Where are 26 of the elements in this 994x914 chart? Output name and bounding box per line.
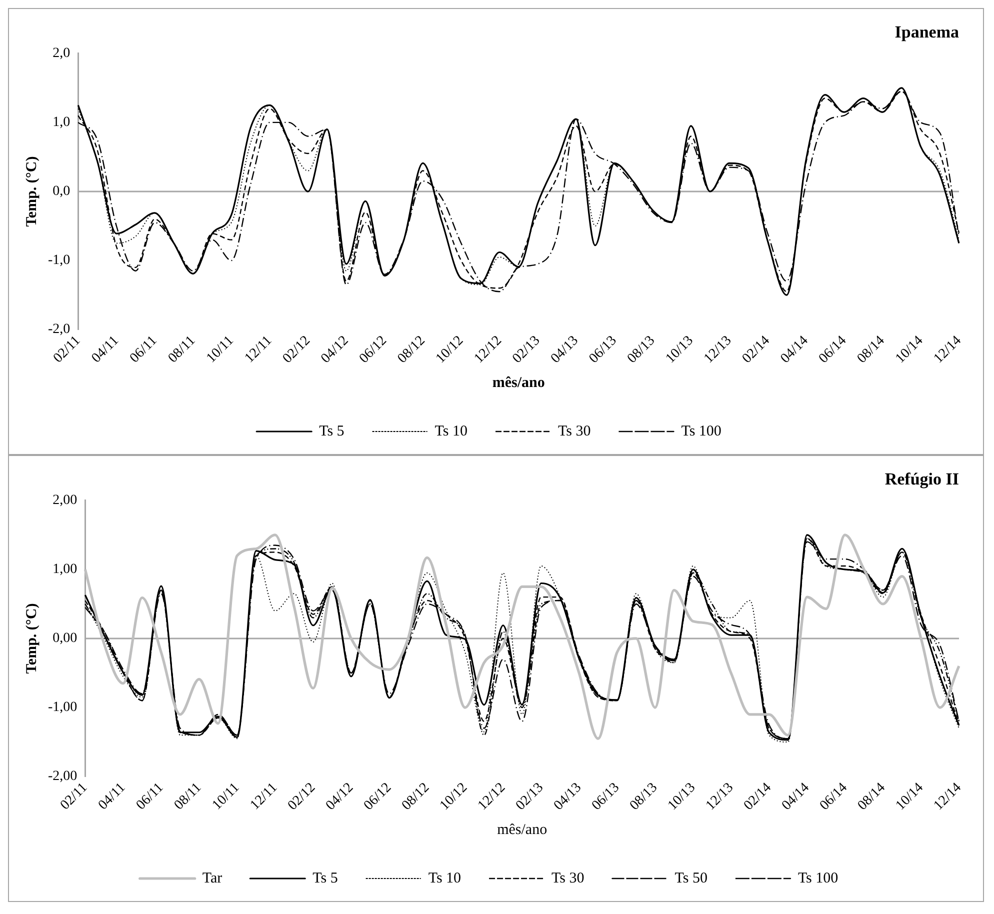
y-tick-label: 1,0 xyxy=(52,115,70,130)
y-tick-label: 2,00 xyxy=(52,493,78,508)
y-axis-title: Temp. (°C) xyxy=(24,603,40,674)
y-tick-label: -2,00 xyxy=(48,769,78,784)
legend-label: Ts 50 xyxy=(674,870,708,886)
legend-label: Ts 5 xyxy=(312,870,338,886)
y-tick-label: 2,0 xyxy=(52,46,70,62)
y-tick-label: -1,0 xyxy=(48,253,70,268)
legend-label: Ts 100 xyxy=(798,870,838,886)
y-tick-label: 0,00 xyxy=(52,631,78,646)
x-axis-title: mês/ano xyxy=(497,822,548,838)
legend-label: Ts 100 xyxy=(681,423,722,440)
legend-label: Ts 10 xyxy=(434,423,468,440)
y-tick-label: -2,0 xyxy=(48,322,70,338)
y-tick-label: -1,00 xyxy=(48,700,78,716)
chart-title: Ipanema xyxy=(894,22,960,42)
y-tick-label: 1,00 xyxy=(52,562,78,578)
legend-label: Ts 5 xyxy=(319,423,344,440)
legend-label: Ts 30 xyxy=(558,423,591,440)
chart-title: Refúgio II xyxy=(884,470,960,489)
x-axis-title: mês/ano xyxy=(492,374,545,391)
legend-label: Ts 10 xyxy=(428,870,462,886)
y-axis-title: Temp. (°C) xyxy=(24,156,40,227)
legend-label: Tar xyxy=(202,870,222,886)
y-tick-label: 0,0 xyxy=(52,184,70,200)
legend-label: Ts 30 xyxy=(552,870,584,886)
